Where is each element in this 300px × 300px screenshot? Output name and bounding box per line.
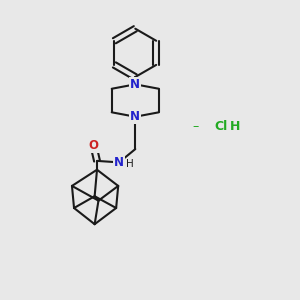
Text: N: N: [114, 156, 124, 169]
Text: H: H: [126, 159, 134, 169]
Text: –: –: [193, 120, 199, 133]
Text: N: N: [130, 110, 140, 123]
Text: Cl: Cl: [215, 120, 228, 133]
Text: N: N: [130, 78, 140, 91]
Text: O: O: [88, 139, 98, 152]
Text: H: H: [230, 120, 240, 133]
